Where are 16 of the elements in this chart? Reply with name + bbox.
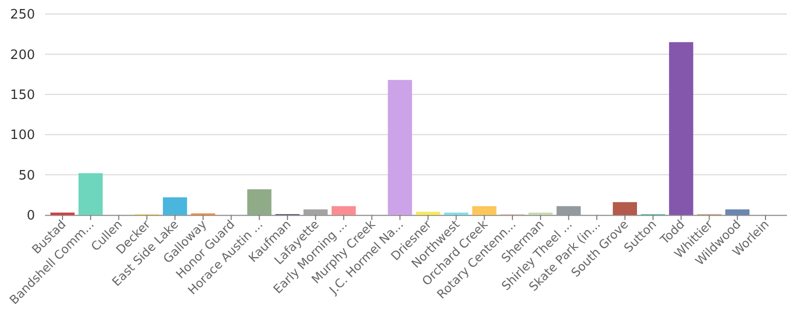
bar bbox=[388, 80, 412, 215]
y-tick-label: 150 bbox=[10, 88, 35, 103]
bar bbox=[78, 173, 103, 215]
bar bbox=[416, 212, 440, 215]
bar bbox=[725, 209, 750, 215]
bar bbox=[332, 206, 356, 215]
bar bbox=[162, 197, 188, 215]
y-tick-label: 250 bbox=[10, 8, 35, 23]
bar bbox=[247, 189, 272, 215]
bar bbox=[669, 42, 694, 215]
bar bbox=[612, 202, 637, 215]
y-tick-label: 200 bbox=[10, 48, 35, 63]
y-tick-label: 100 bbox=[10, 128, 35, 144]
bar bbox=[472, 206, 496, 215]
y-tick-label: 50 bbox=[18, 168, 35, 184]
y-tick-label: 0 bbox=[26, 208, 35, 224]
